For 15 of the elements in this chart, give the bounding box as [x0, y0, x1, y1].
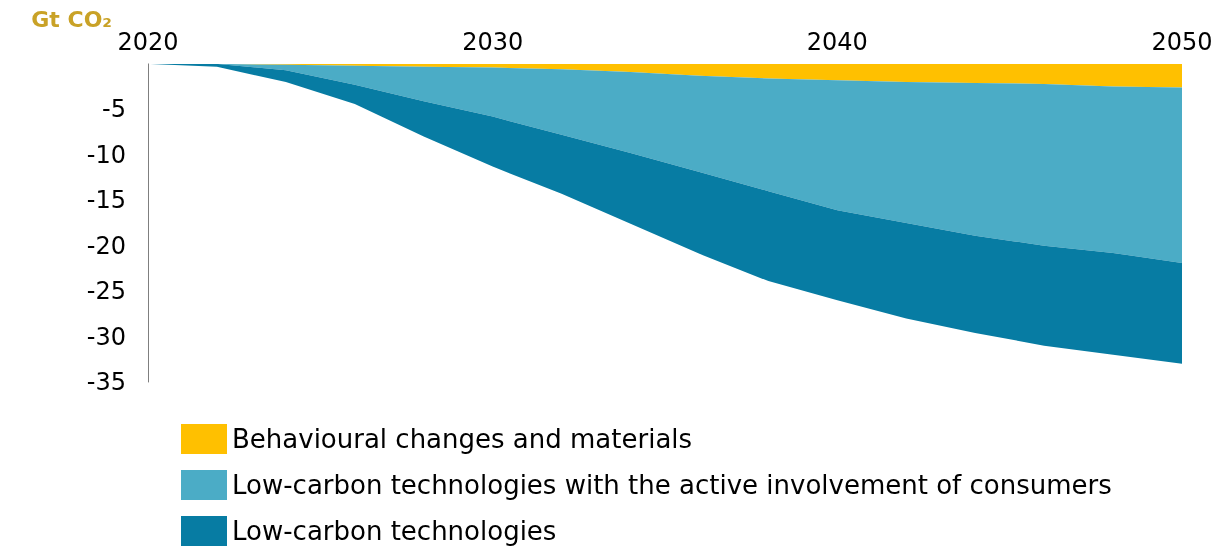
y-tick-label: -20 [86, 231, 126, 260]
legend-label: Behavioural changes and materials [232, 424, 693, 454]
x-tick-label: 2020 [117, 27, 179, 56]
legend-label: Low-carbon technologies [232, 516, 557, 546]
legend-label: Low-carbon technologies with the active involvement of consumers [232, 470, 1112, 500]
x-tick-label: 2040 [806, 27, 868, 56]
y-tick-label: -10 [86, 140, 126, 169]
x-tick-label: 2050 [1151, 27, 1213, 56]
y-tick-label: -5 [102, 95, 126, 124]
y-tick-label: -25 [86, 277, 126, 306]
y-tick-label: -30 [86, 322, 126, 351]
x-tick-label: 2030 [462, 27, 524, 56]
y-tick-label: -15 [86, 186, 126, 215]
y-axis-title: Gt CO₂ [31, 6, 112, 32]
y-tick-label: -35 [86, 368, 126, 396]
